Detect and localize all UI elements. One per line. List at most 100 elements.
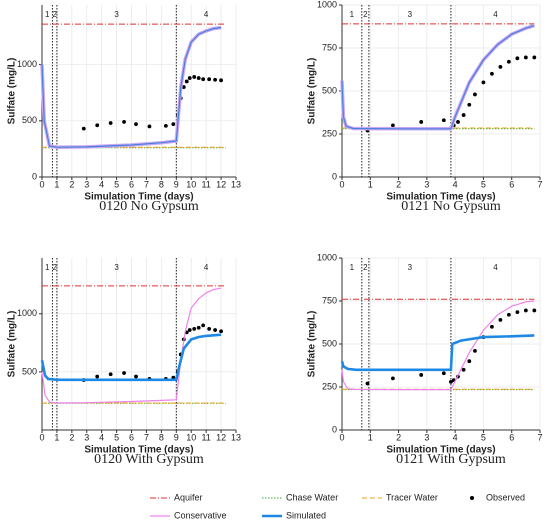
y-tick-label: 750 <box>322 295 337 305</box>
x-tick-label: 11 <box>201 179 210 189</box>
x-tick-label: 7 <box>144 179 149 189</box>
y-tick-label: 0 <box>332 171 337 181</box>
x-tick-label: 0 <box>339 179 344 189</box>
y-tick-label: 0 <box>32 171 37 181</box>
series-line <box>41 26 222 148</box>
x-axis-title: Simulation Time (days) <box>84 445 193 456</box>
legend-label: Chase Water <box>286 492 338 502</box>
legend-label: Simulated <box>286 510 326 520</box>
x-tick-label: 3 <box>84 432 89 442</box>
observed-point <box>163 123 168 128</box>
x-tick-label: 0 <box>339 432 344 442</box>
series-line <box>40 333 222 382</box>
observed-point <box>213 328 218 332</box>
observed-point <box>461 367 466 372</box>
chart-caption: 0120 No Gypsum <box>99 199 199 214</box>
y-tick-label: 0 <box>332 424 337 434</box>
x-tick-label: 4 <box>99 179 104 189</box>
observed-point <box>219 329 223 334</box>
x-axis-title: Simulation Time (days) <box>84 192 193 203</box>
observed-point <box>391 123 395 128</box>
observed-point <box>515 56 520 61</box>
x-tick-label: 1 <box>54 179 59 189</box>
series-line <box>340 334 535 372</box>
observed-point <box>122 371 126 375</box>
legend-label: Observed <box>486 492 525 502</box>
y-tick-label: 1000 <box>17 308 37 318</box>
observed-point <box>95 374 100 379</box>
phase-label: 2 <box>363 10 368 19</box>
x-tick-label: 13 <box>231 432 241 442</box>
y-tick-label: 250 <box>322 128 337 138</box>
observed-point <box>196 76 201 80</box>
observed-point <box>473 348 477 353</box>
observed-point <box>81 126 86 131</box>
observed-point <box>122 120 126 124</box>
x-tick-label: 0 <box>39 432 44 442</box>
y-tick-label: 750 <box>322 42 337 52</box>
observed-point <box>473 92 477 97</box>
y-axis-title: Sulfate (mg/L) <box>307 311 318 378</box>
phase-label: 2 <box>363 263 368 272</box>
observed-point <box>391 376 395 381</box>
phase-label: 4 <box>204 263 209 272</box>
x-tick-label: 0 <box>39 179 44 189</box>
x-tick-label: 6 <box>129 432 134 442</box>
x-axis-title: Simulation Time (days) <box>386 192 495 203</box>
series-line <box>341 25 535 130</box>
phase-label: 1 <box>350 10 355 19</box>
x-tick-label: 3 <box>84 179 89 189</box>
phase-label: 3 <box>408 263 413 272</box>
chart-caption: 0121 With Gypsum <box>396 452 506 467</box>
legend-label: Conservative <box>174 510 227 520</box>
observed-point <box>419 120 424 124</box>
observed-point <box>207 77 212 82</box>
x-tick-label: 3 <box>424 179 429 189</box>
x-tick-label: 5 <box>114 179 119 189</box>
observed-point <box>108 372 113 377</box>
observed-point <box>506 312 511 317</box>
observed-point <box>201 323 206 328</box>
y-tick-label: 250 <box>322 381 337 391</box>
phase-label: 2 <box>52 263 57 272</box>
observed-point <box>532 308 537 313</box>
observed-point <box>467 359 472 364</box>
observed-point <box>441 371 446 376</box>
observed-point <box>498 318 503 322</box>
observed-point <box>523 55 528 60</box>
phase-label: 4 <box>493 10 498 19</box>
phase-label: 2 <box>52 10 57 19</box>
observed-point <box>419 373 424 377</box>
x-tick-label: 6 <box>129 179 134 189</box>
phase-label: 1 <box>350 263 355 272</box>
x-tick-label: 5 <box>481 179 486 189</box>
observed-point <box>449 379 453 384</box>
observed-point <box>134 374 138 379</box>
x-tick-label: 12 <box>216 179 226 189</box>
x-tick-label: 11 <box>201 432 210 442</box>
y-tick-label: 500 <box>322 338 337 348</box>
x-tick-label: 10 <box>186 179 196 189</box>
x-tick-label: 4 <box>453 179 458 189</box>
x-tick-label: 2 <box>396 432 401 442</box>
observed-point <box>108 121 113 125</box>
observed-point <box>523 308 528 313</box>
x-tick-label: 9 <box>174 432 179 442</box>
x-tick-label: 9 <box>174 179 179 189</box>
observed-point <box>196 325 201 330</box>
phase-label: 3 <box>114 10 119 19</box>
plot-area <box>42 258 236 430</box>
x-tick-label: 7 <box>537 179 542 189</box>
observed-point <box>95 123 100 128</box>
series-line <box>341 300 535 391</box>
x-tick-label: 4 <box>453 432 458 442</box>
x-tick-label: 5 <box>481 432 486 442</box>
y-tick-label: 1000 <box>17 59 37 69</box>
x-tick-label: 1 <box>54 432 59 442</box>
observed-point <box>498 65 503 69</box>
y-axis-title: Sulfate (mg/L) <box>307 58 318 125</box>
y-tick-label: 500 <box>22 115 37 125</box>
